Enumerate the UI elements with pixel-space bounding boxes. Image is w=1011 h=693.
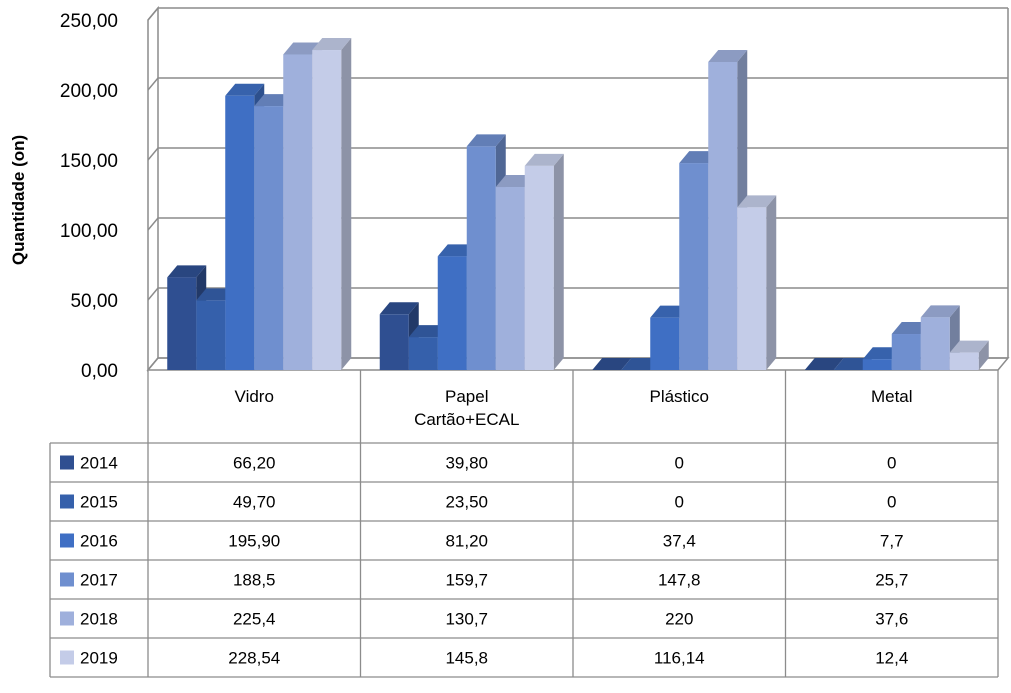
bar-top xyxy=(949,340,989,353)
bar-front xyxy=(312,50,342,370)
legend-label: 2016 xyxy=(80,532,118,551)
bar-top xyxy=(920,305,960,318)
bar-front xyxy=(167,277,197,370)
bar-side xyxy=(341,38,352,370)
bar xyxy=(949,340,989,370)
category-label: Metal xyxy=(871,387,913,406)
bar-side xyxy=(766,195,777,370)
y-axis-label: Quantidade (on) xyxy=(9,135,28,265)
bar-side xyxy=(553,153,564,370)
bar-top xyxy=(804,358,844,370)
data-label: 49,70 xyxy=(233,493,276,512)
bar-side xyxy=(978,340,989,370)
category-label: Papel Cartão+ECAL xyxy=(414,387,519,429)
data-label: 225,4 xyxy=(233,610,276,629)
data-label: 228,54 xyxy=(228,649,280,668)
data-label: 220 xyxy=(665,610,693,629)
category-label: Plástico xyxy=(649,387,709,406)
bar xyxy=(804,358,844,370)
data-label: 195,90 xyxy=(228,532,280,551)
bar-front xyxy=(524,165,554,370)
side-wall xyxy=(147,5,159,373)
data-label: 0 xyxy=(675,493,684,512)
bar-front xyxy=(225,95,255,371)
legend-swatch xyxy=(60,611,74,626)
legend-label: 2014 xyxy=(80,454,118,473)
bar-front xyxy=(196,300,226,370)
data-label: 7,7 xyxy=(880,532,904,551)
category-label: Vidro xyxy=(235,387,274,406)
bar-front xyxy=(408,337,438,370)
bar-top xyxy=(592,358,632,370)
y-tick-label: 100,00 xyxy=(60,221,118,242)
bar-front xyxy=(949,352,979,370)
bar-top xyxy=(167,265,207,278)
bar-top xyxy=(312,38,352,51)
bar-front xyxy=(466,146,496,370)
y-tick-label: 150,00 xyxy=(60,151,118,172)
data-label: 0 xyxy=(887,454,896,473)
legend-swatch xyxy=(60,650,74,665)
legend-swatch xyxy=(60,494,74,509)
bar-top xyxy=(524,153,564,166)
legend-label: 2018 xyxy=(80,610,118,629)
legend-swatch xyxy=(60,533,74,548)
y-axis: 0,00 50,00 100,00 150,00 200,00 250,00 xyxy=(60,11,118,382)
data-label: 12,4 xyxy=(875,649,908,668)
bar-top xyxy=(225,83,265,96)
bar-front xyxy=(920,317,950,370)
data-label: 37,6 xyxy=(875,610,908,629)
data-label: 81,20 xyxy=(445,532,488,551)
bar-front xyxy=(650,317,680,370)
data-label: 66,20 xyxy=(233,454,276,473)
bar-top xyxy=(708,50,748,62)
bar xyxy=(592,358,632,370)
bar-top xyxy=(466,134,506,147)
y-tick-label: 0,00 xyxy=(81,361,118,382)
data-label: 25,7 xyxy=(875,571,908,590)
bars xyxy=(167,38,989,371)
y-tick-label: 50,00 xyxy=(70,291,118,312)
data-label: 147,8 xyxy=(658,571,701,590)
data-label: 0 xyxy=(887,493,896,512)
data-label: 39,80 xyxy=(445,454,488,473)
bar-top xyxy=(737,195,777,208)
bar xyxy=(737,195,777,370)
data-label: 37,4 xyxy=(663,532,696,551)
data-label: 188,5 xyxy=(233,571,276,590)
bar-top xyxy=(379,302,419,315)
data-label: 159,7 xyxy=(445,571,488,590)
bar xyxy=(312,38,352,370)
bar-front xyxy=(891,334,921,370)
y-tick-label: 250,00 xyxy=(60,11,118,32)
bar-front xyxy=(862,359,892,370)
legend-label: 2017 xyxy=(80,571,118,590)
gridline xyxy=(147,77,1008,91)
bar-front xyxy=(254,106,284,370)
gridline xyxy=(147,7,1008,21)
data-table: Vidro Papel Cartão+ECAL Plástico Metal 2014 66… xyxy=(49,370,999,678)
bar-front xyxy=(495,187,525,370)
y-tick-label: 200,00 xyxy=(60,81,118,102)
legend-swatch xyxy=(60,455,74,470)
bar-front xyxy=(437,256,467,370)
bar-front xyxy=(379,314,409,370)
bar xyxy=(524,153,564,370)
data-label: 145,8 xyxy=(445,649,488,668)
bar-front xyxy=(679,163,709,370)
data-label: 23,50 xyxy=(445,493,488,512)
legend-swatch xyxy=(60,572,74,587)
bar-front xyxy=(708,62,738,370)
legend-label: 2019 xyxy=(80,649,118,668)
data-label: 116,14 xyxy=(654,649,705,668)
bar-front xyxy=(737,207,767,370)
bar-front xyxy=(283,54,313,370)
data-label: 0 xyxy=(675,454,684,473)
data-label: 130,7 xyxy=(445,610,488,629)
legend-label: 2015 xyxy=(80,493,118,512)
